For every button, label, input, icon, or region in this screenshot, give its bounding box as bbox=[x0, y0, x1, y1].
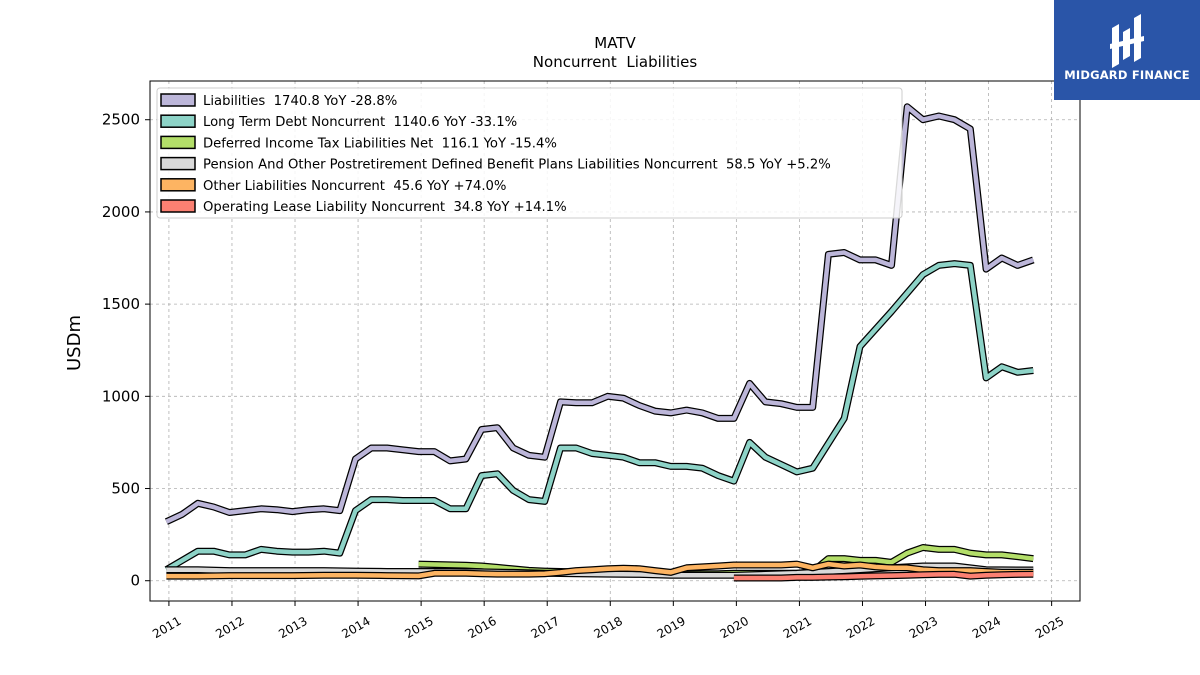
series-line bbox=[733, 572, 1034, 581]
y-tick-label: 500 bbox=[111, 480, 140, 498]
x-tick-label: 2025 bbox=[1033, 614, 1066, 641]
series-line bbox=[165, 261, 1034, 572]
series-5 bbox=[733, 570, 1034, 582]
brand-logo: MIDGARD FINANCE bbox=[1054, 0, 1200, 100]
series-lines bbox=[164, 103, 1035, 582]
x-tick-label: 2012 bbox=[213, 614, 246, 641]
chart-subtitle: Noncurrent Liabilities bbox=[533, 53, 698, 71]
x-tick-label: 2022 bbox=[844, 614, 877, 641]
series-line bbox=[166, 561, 1034, 579]
x-tick-label: 2020 bbox=[718, 614, 751, 641]
x-tick-label: 2023 bbox=[907, 614, 940, 641]
legend-swatch bbox=[160, 114, 196, 128]
y-tick-label: 2000 bbox=[102, 203, 140, 221]
x-tick-label: 2017 bbox=[528, 614, 561, 641]
legend-label: Long Term Debt Noncurrent 1140.6 YoY -33… bbox=[203, 115, 517, 130]
y-tick-label: 0 bbox=[130, 572, 140, 590]
legend-swatch bbox=[160, 93, 196, 107]
x-tick-label: 2011 bbox=[150, 614, 183, 641]
x-tick-label: 2024 bbox=[970, 614, 1003, 641]
series-line-outline bbox=[164, 260, 1034, 573]
chart-title: MATV bbox=[594, 34, 636, 52]
x-tick-label: 2019 bbox=[655, 614, 688, 641]
x-tick-label: 2016 bbox=[465, 614, 498, 641]
x-tick-label: 2018 bbox=[592, 614, 625, 641]
y-tick-label: 1000 bbox=[102, 387, 140, 405]
series-line bbox=[165, 104, 1035, 524]
brand-name: MIDGARD FINANCE bbox=[1064, 68, 1190, 82]
legend: Liabilities 1740.8 YoY -28.8% Long Term D… bbox=[156, 87, 903, 219]
series-1 bbox=[164, 260, 1034, 573]
y-tick-label: 2500 bbox=[102, 111, 140, 129]
x-tick-label: 2015 bbox=[402, 614, 435, 641]
plot-frame bbox=[149, 80, 1081, 602]
x-tick-label: 2014 bbox=[339, 614, 372, 641]
legend-swatch bbox=[160, 199, 196, 213]
y-tick-label: 1500 bbox=[102, 295, 140, 313]
y-axis-label: USDm bbox=[64, 315, 85, 371]
series-0 bbox=[164, 103, 1035, 525]
legend-label: Liabilities 1740.8 YoY -28.8% bbox=[203, 94, 397, 109]
series-4 bbox=[166, 560, 1034, 580]
legend-label: Pension And Other Postretirement Defined… bbox=[203, 158, 831, 173]
legend-label: Other Liabilities Noncurrent 45.6 YoY +7… bbox=[203, 179, 506, 194]
legend-swatch bbox=[160, 156, 196, 171]
legend-swatch bbox=[160, 135, 196, 150]
legend-label: Deferred Income Tax Liabilities Net 116.… bbox=[203, 136, 557, 151]
brand-emblem-icon bbox=[1110, 14, 1144, 68]
x-tick-label: 2013 bbox=[276, 614, 309, 641]
legend-box bbox=[156, 87, 903, 219]
legend-label: Operating Lease Liability Noncurrent 34.… bbox=[203, 200, 567, 215]
legend-swatch bbox=[160, 178, 196, 192]
x-tick-label: 2021 bbox=[781, 614, 814, 641]
